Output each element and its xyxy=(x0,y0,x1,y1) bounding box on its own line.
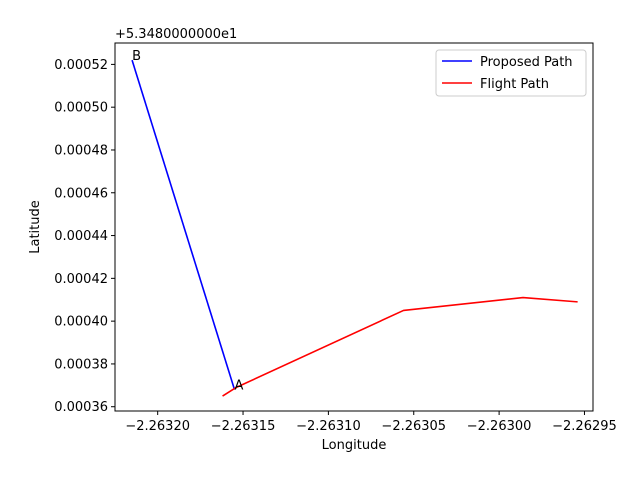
series-line-flight-path xyxy=(222,296,578,397)
y-tick-label: 0.00038 xyxy=(54,357,108,372)
legend-flight-path-label: Flight Path xyxy=(480,77,549,92)
point-annotation-b: B xyxy=(132,49,141,64)
plot-lines xyxy=(131,59,578,397)
plot-frame xyxy=(114,42,594,412)
y-tick-label: 0.00052 xyxy=(54,58,108,73)
y-tick-label: 0.00040 xyxy=(54,315,108,330)
y-tick-label: 0.00036 xyxy=(54,400,108,415)
x-tick-label: −2.26295 xyxy=(552,419,617,434)
y-tick-label: 0.00048 xyxy=(54,143,108,158)
x-tick-label: −2.26315 xyxy=(211,419,276,434)
y-axis-ticks: 0.00036 0.00038 0.00040 0.00042 0.00044 0.000… xyxy=(54,58,115,415)
x-tick-label: −2.26320 xyxy=(125,419,190,434)
point-annotation-a: A xyxy=(235,379,244,394)
legend-proposed-path-label: Proposed Path xyxy=(480,55,573,70)
legend-box xyxy=(435,49,587,97)
series-line-proposed-path xyxy=(131,59,236,390)
y-axis-label: Latitude xyxy=(28,200,43,254)
x-tick-label: −2.26310 xyxy=(296,419,361,434)
y-offset-label: +5.3480000000e1 xyxy=(115,27,237,42)
y-tick-label: 0.00050 xyxy=(54,101,108,116)
x-tick-label: −2.26300 xyxy=(467,419,532,434)
legend: Proposed Path Flight Path xyxy=(435,49,587,97)
x-tick-label: −2.26305 xyxy=(381,419,446,434)
y-tick-label: 0.00042 xyxy=(54,272,108,287)
y-tick-label: 0.00046 xyxy=(54,186,108,201)
annotations: BA xyxy=(132,49,243,393)
x-axis-ticks: −2.26320 −2.26315 −2.26310 −2.26305 −2.26300… xyxy=(125,411,617,434)
x-axis-label: Longitude xyxy=(322,438,387,453)
y-tick-label: 0.00044 xyxy=(54,229,108,244)
